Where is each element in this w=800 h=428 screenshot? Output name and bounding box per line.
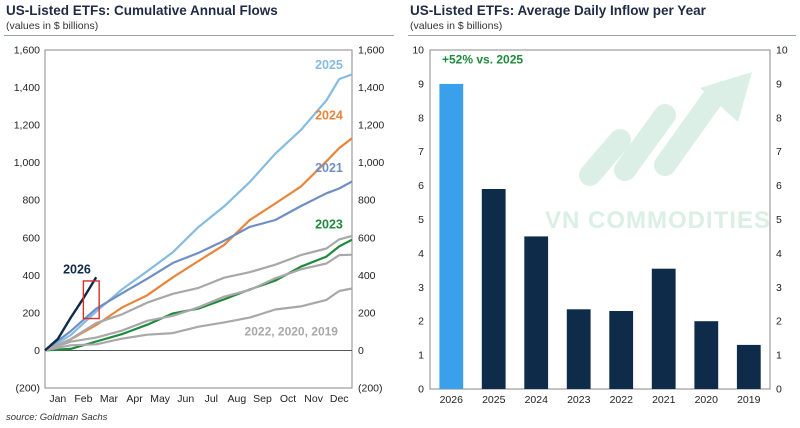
y-tick-label-left: 5 [418,214,424,226]
series-line-2022 [44,234,353,352]
daily-inflow-chart: 0 0 1 1 2 2 3 3 4 4 5 5 6 6 7 7 8 8 9 9 10 10 2026 2025 2024 2023… [412,45,788,407]
series-line-2026 [44,276,98,352]
y-tick-label-right: 0 [776,384,782,396]
bar-2021 [651,268,676,389]
x-tick-label: May [150,393,171,405]
bar-2024 [524,236,549,389]
x-tick-label: 2024 [525,394,549,406]
series-label-2023: 2023 [315,217,343,231]
bar-2026 [439,83,464,390]
cumulative-flows-panel: US-Listed ETFs: Cumulative Annual Flows … [0,0,398,412]
highlight-box-2026 [82,280,100,320]
y-tick-label-left: 9 [418,78,424,90]
daily-inflow-panel: US-Listed ETFs: Average Daily Inflow per… [404,0,800,412]
y-tick-label-right: 6 [776,180,782,192]
y-tick-label-right: 9 [776,78,782,90]
y-tick-label-left: 0 [34,345,40,357]
y-tick-label-left: 200 [22,307,40,319]
x-tick-label: 2022 [610,394,634,406]
right-title-rule [408,35,796,36]
y-tick-label-left: 0 [418,384,424,396]
series-line-2021 [44,180,353,352]
series-line-2020 [44,253,353,352]
series-label-2026: 2026 [63,262,91,276]
bar-2023 [566,309,591,389]
y-tick-label-right: 2 [776,316,782,328]
y-tick-label-left: 1,200 [14,120,40,132]
x-tick-label: 2023 [567,394,591,406]
y-tick-label-right: 8 [776,112,782,124]
series-line-2023 [44,238,353,352]
y-tick-label-right: 1,400 [358,82,384,94]
y-tick-label-right: 600 [358,232,376,244]
x-tick-label: Mar [100,393,119,405]
x-tick-label: 2025 [482,394,506,406]
y-tick-label-left: 3 [418,282,424,294]
x-tick-label: Jan [49,393,66,405]
series-label-2024: 2024 [315,108,343,122]
right-chart-subtitle: (values in $ billions) [410,20,503,32]
series-label-2021: 2021 [315,161,343,175]
growth-annotation: +52% vs. 2025 [442,53,523,67]
plot-frame [429,49,771,390]
series-label-2022-2020-2019: 2022, 2020, 2019 [245,324,339,338]
x-tick-label: Sep [253,393,272,405]
y-tick-label-right: 1,200 [358,120,384,132]
left-chart-subtitle: (values in $ billions) [6,20,99,32]
y-tick-label-right: 10 [776,45,788,57]
x-tick-label: Dec [330,393,349,405]
y-tick-label-right: 200 [358,307,376,319]
x-tick-label: 2021 [652,394,676,406]
y-tick-label-right: 1,600 [358,45,384,57]
bar-2019 [736,344,761,389]
right-chart-title: US-Listed ETFs: Average Daily Inflow per… [410,3,706,18]
bar-2020 [694,321,719,389]
y-tick-label-left: 2 [418,316,424,328]
y-tick-label-right: 5 [776,214,782,226]
y-tick-label-right: 1,000 [358,157,384,169]
y-tick-label-right: 1 [776,350,782,362]
y-tick-label-right: 0 [358,345,364,357]
y-tick-label-right: 4 [776,248,782,260]
y-tick-label-left: 10 [412,45,424,57]
series-line-2019 [44,287,353,352]
bar-2022 [609,311,634,389]
y-tick-label-left: 7 [418,146,424,158]
series-label-2025: 2025 [315,58,343,72]
y-tick-label-right: 400 [358,270,376,282]
source-note: source: Goldman Sachs [6,412,108,423]
x-tick-label: Aug [228,393,247,405]
y-tick-label-right: 3 [776,282,782,294]
left-title-rule [4,35,394,36]
y-tick-label-right: 7 [776,146,782,158]
y-tick-label-left: 1 [418,350,424,362]
x-tick-label: 2019 [737,394,761,406]
x-tick-label: Jul [205,393,218,405]
y-tick-label-left: 1,400 [14,82,40,94]
x-tick-label: Apr [126,393,143,405]
y-tick-label-left: 400 [22,270,40,282]
y-tick-label-left: 800 [22,195,40,207]
y-tick-label-left: 1,000 [14,157,40,169]
x-tick-label: Oct [280,393,296,405]
y-tick-label-left: 1,600 [14,45,40,57]
cumulative-flows-chart: (200) (200) 0 0 200 200 400 400 600 600 800 800 1,00… [14,45,385,406]
y-tick-label-left: (200) [15,383,40,395]
x-tick-label: Feb [74,393,92,405]
left-chart-title: US-Listed ETFs: Cumulative Annual Flows [6,3,278,18]
y-tick-label-left: 8 [418,112,424,124]
y-tick-label-left: 6 [418,180,424,192]
series-line-2025 [44,73,353,352]
plot-frame [44,49,353,389]
y-tick-label-right: (200) [358,383,383,395]
x-tick-label: Jun [177,393,194,405]
x-tick-label: 2020 [695,394,719,406]
bar-2025 [481,189,506,389]
y-tick-label-left: 4 [418,248,424,260]
y-tick-label-left: 600 [22,232,40,244]
x-tick-label: 2026 [440,394,464,406]
y-tick-label-right: 800 [358,195,376,207]
x-tick-label: Nov [304,393,323,405]
